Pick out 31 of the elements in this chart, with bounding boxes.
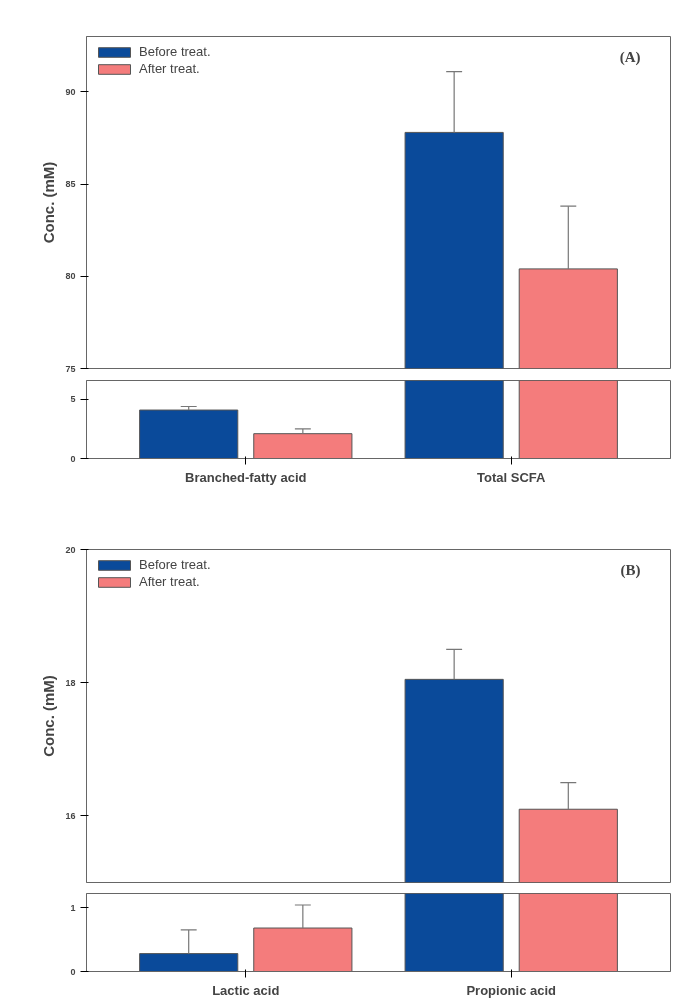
legend-label: Before treat. [139, 44, 211, 59]
bar [253, 433, 353, 459]
y-tick-label: 18 [65, 677, 76, 688]
legend-label: After treat. [139, 61, 200, 76]
y-tick-label: 16 [65, 810, 76, 821]
y-tick-label: 5 [70, 394, 76, 405]
y-axis-title: Conc. (mM) [40, 675, 58, 757]
y-tick-label: 0 [70, 966, 76, 977]
legend-label: Before treat. [139, 557, 211, 572]
y-tick-label: 1 [70, 902, 76, 913]
text: (B) [620, 561, 641, 579]
y-tick-label: 75 [65, 363, 76, 374]
bar [139, 953, 239, 972]
y-tick-label: 0 [70, 453, 76, 464]
x-tick-label: Branched-fatty acid [185, 469, 307, 485]
x-tick-label: Total SCFA [477, 469, 547, 485]
y-tick-label: 90 [65, 86, 76, 97]
y-tick-label: 20 [65, 544, 76, 555]
bar [404, 893, 504, 972]
y-axis-title: Conc. (mM) [40, 161, 58, 244]
x-tick-label: Lactic acid [212, 982, 280, 998]
legend-label: After treat. [139, 574, 200, 589]
bar [404, 380, 504, 459]
bar [253, 927, 353, 972]
bar [139, 409, 239, 459]
bar [518, 380, 618, 459]
y-tick-label: 80 [65, 271, 76, 282]
bar [518, 893, 618, 972]
y-tick-label: 85 [65, 179, 76, 190]
x-tick-label: Propionic acid [466, 982, 557, 998]
text: (A) [619, 48, 641, 66]
